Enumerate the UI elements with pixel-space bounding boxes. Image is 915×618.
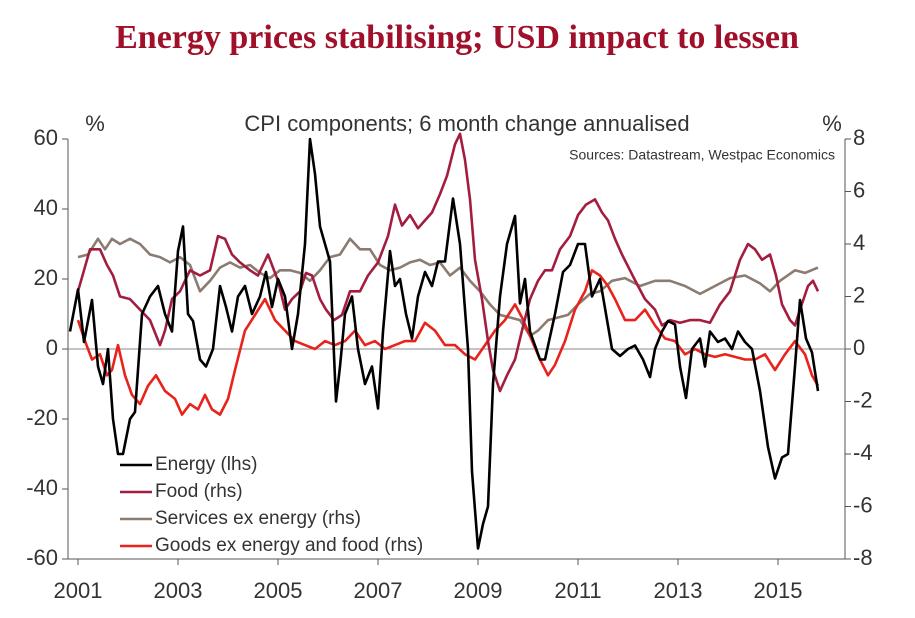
y-axis-label: %	[85, 111, 105, 136]
chart-title: Energy prices stabilising; USD impact to…	[115, 19, 799, 56]
series-line	[76, 132, 820, 393]
y2-tick-label: 4	[853, 230, 865, 255]
y-tick-label: 20	[34, 265, 58, 290]
legend-label: Energy (lhs)	[155, 454, 257, 475]
y2-tick-label: 2	[853, 282, 865, 307]
y2-tick-label: -8	[853, 545, 873, 570]
legend-label: Food (rhs)	[155, 481, 243, 502]
x-tick-label: 2015	[754, 578, 803, 603]
y-tick-label: 0	[46, 335, 58, 360]
y-tick-label: -40	[26, 475, 58, 500]
y2-tick-label: 8	[853, 125, 865, 150]
y-tick-label: -20	[26, 405, 58, 430]
legend-label: Services ex energy (rhs)	[155, 508, 361, 529]
x-tick-label: 2005	[254, 578, 303, 603]
y-tick-label: -60	[26, 545, 58, 570]
legend-label: Goods ex energy and food (rhs)	[155, 535, 423, 556]
y2-tick-label: -6	[853, 492, 873, 517]
chart-subtitle: CPI components; 6 month change annualise…	[244, 111, 689, 136]
x-tick-label: 2001	[54, 578, 103, 603]
x-tick-label: 2007	[354, 578, 403, 603]
y-tick-label: 40	[34, 195, 58, 220]
y2-axis-label: %	[822, 111, 842, 136]
x-tick-label: 2013	[654, 578, 703, 603]
y2-tick-label: 0	[853, 335, 865, 360]
y-tick-label: 60	[34, 125, 58, 150]
source-note: Sources: Datastream, Westpac Economics	[569, 147, 835, 163]
series-line	[68, 137, 820, 550]
x-tick-label: 2011	[554, 578, 601, 603]
x-tick-label: 2003	[154, 578, 203, 603]
y2-tick-label: -2	[853, 387, 873, 412]
x-tick-label: 2009	[454, 578, 503, 603]
series-line	[76, 268, 820, 416]
y2-tick-label: -4	[853, 440, 873, 465]
y2-tick-label: 6	[853, 177, 865, 202]
